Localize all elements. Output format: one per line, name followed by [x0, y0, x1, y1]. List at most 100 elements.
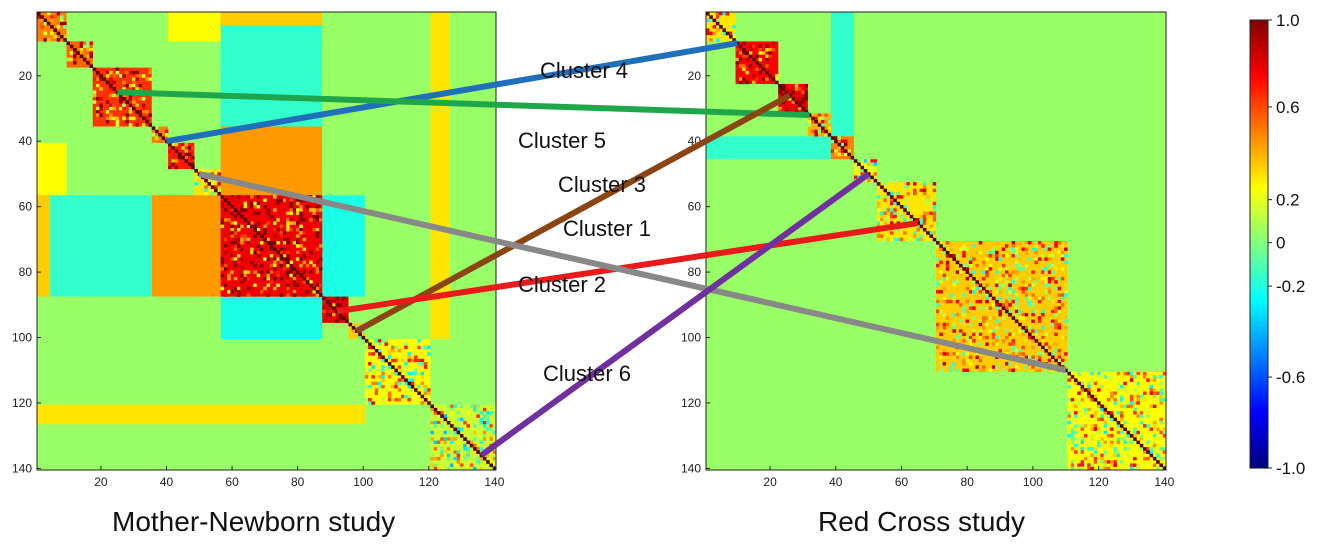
heatmap-cell	[886, 195, 891, 199]
heatmap-cell	[456, 450, 461, 454]
heatmap-cell	[880, 214, 884, 219]
heatmap-diagonal-cell	[135, 110, 139, 114]
heatmap-cell	[240, 224, 244, 229]
heatmap-cell	[939, 247, 943, 252]
heatmap-cell	[906, 191, 910, 196]
heatmap-cell	[1064, 362, 1068, 366]
heatmap-cell	[834, 152, 838, 157]
heatmap-cell	[926, 214, 930, 219]
heatmap-cell	[240, 273, 244, 278]
heatmap-cell	[92, 100, 97, 104]
heatmap-diagonal-cell	[965, 270, 970, 275]
heatmap-diagonal-cell	[46, 21, 51, 26]
heatmap-cell	[171, 142, 175, 147]
colorbar-tick-label: 1.0	[1276, 11, 1300, 30]
heatmap-cell	[263, 205, 267, 209]
heatmap-cell	[965, 267, 970, 271]
heatmap-cell	[876, 208, 881, 212]
heatmap-cell	[968, 303, 973, 307]
heatmap-diagonal-cell	[755, 61, 759, 65]
heatmap-diagonal-cell	[37, 12, 41, 16]
heatmap-cell	[450, 404, 454, 409]
heatmap-cell	[995, 365, 999, 369]
heatmap-cell	[141, 123, 146, 127]
heatmap-cell	[299, 208, 303, 212]
heatmap-cell	[407, 398, 411, 402]
x-tick-label: 80	[961, 475, 975, 489]
heatmap-cell	[286, 286, 290, 291]
colorbar-segment	[1250, 288, 1268, 294]
heatmap-cell	[1018, 286, 1022, 291]
heatmap-cell	[1133, 427, 1137, 431]
heatmap-cell	[486, 453, 490, 458]
heatmap-diagonal-cell	[765, 70, 769, 75]
heatmap-cell	[1080, 450, 1085, 454]
heatmap-cell	[1139, 420, 1144, 425]
heatmap-cell	[880, 218, 884, 222]
heatmap-cell	[916, 224, 920, 229]
heatmap-cell	[1031, 339, 1035, 343]
heatmap-cell	[299, 231, 303, 235]
heatmap-cell	[299, 198, 303, 202]
heatmap-cell	[1064, 247, 1068, 252]
heatmap-cell	[276, 201, 280, 206]
heatmap-cell	[99, 113, 103, 117]
y-tick-label: 80	[688, 265, 702, 279]
heatmap-cell	[476, 414, 480, 418]
heatmap-cell	[991, 303, 996, 307]
heatmap-cell	[433, 466, 438, 471]
heatmap-cell	[315, 247, 320, 252]
heatmap-diagonal-cell	[1018, 322, 1022, 327]
heatmap-diagonal-cell	[719, 25, 723, 29]
heatmap-cell	[998, 283, 1002, 287]
colorbar-segment	[1250, 180, 1268, 185]
heatmap-cell	[985, 273, 989, 278]
heatmap-diagonal-cell	[939, 244, 943, 248]
heatmap-cell	[273, 195, 277, 199]
heatmap-cell	[299, 205, 303, 209]
heatmap-diagonal-cell	[1064, 368, 1068, 373]
colorbar-segment	[1250, 135, 1268, 141]
heatmap-diagonal-cell	[840, 146, 845, 150]
heatmap-cell	[1129, 401, 1134, 405]
heatmap-cell	[1044, 273, 1048, 278]
heatmap-cell	[975, 365, 979, 369]
heatmap-cell	[486, 427, 490, 431]
heatmap-cell	[266, 283, 270, 287]
heatmap-cell	[962, 322, 966, 327]
heatmap-cell	[1123, 420, 1127, 425]
heatmap-cell	[1070, 398, 1075, 402]
heatmap-cell	[253, 250, 257, 255]
heatmap-cell	[233, 276, 238, 281]
heatmap-cell	[890, 214, 894, 219]
heatmap-cell	[1136, 375, 1140, 379]
heatmap-cell	[765, 47, 769, 52]
heatmap-cell	[886, 208, 891, 212]
heatmap-cell	[482, 437, 487, 441]
colorbar-segment	[1250, 57, 1268, 62]
heatmap-cell	[312, 257, 316, 261]
heatmap-cell	[443, 440, 448, 445]
heatmap-diagonal-cell	[177, 152, 182, 157]
heatmap-cell	[1110, 378, 1114, 382]
heatmap-cell	[945, 241, 950, 245]
heatmap-cell	[273, 263, 277, 268]
heatmap-cell	[1070, 434, 1075, 438]
heatmap-cell	[259, 224, 264, 229]
heatmap-cell	[463, 443, 467, 448]
heatmap-cell	[1014, 254, 1019, 258]
heatmap-cell	[463, 456, 467, 461]
heatmap-cell	[96, 83, 100, 88]
heatmap-diagonal-cell	[125, 100, 130, 104]
heatmap-cell	[292, 208, 297, 212]
heatmap-red-cross	[706, 12, 1167, 471]
heatmap-cell	[978, 368, 983, 373]
heatmap-cell	[1133, 401, 1137, 405]
heatmap-diagonal-cell	[122, 97, 126, 101]
heatmap-cell	[1057, 319, 1062, 323]
heatmap-diagonal-cell	[1136, 440, 1141, 445]
heatmap-cell	[903, 214, 907, 219]
heatmap-diagonal-cell	[430, 404, 435, 409]
heatmap-diagonal-cell	[459, 434, 464, 438]
heatmap-diagonal-cell	[387, 362, 392, 366]
